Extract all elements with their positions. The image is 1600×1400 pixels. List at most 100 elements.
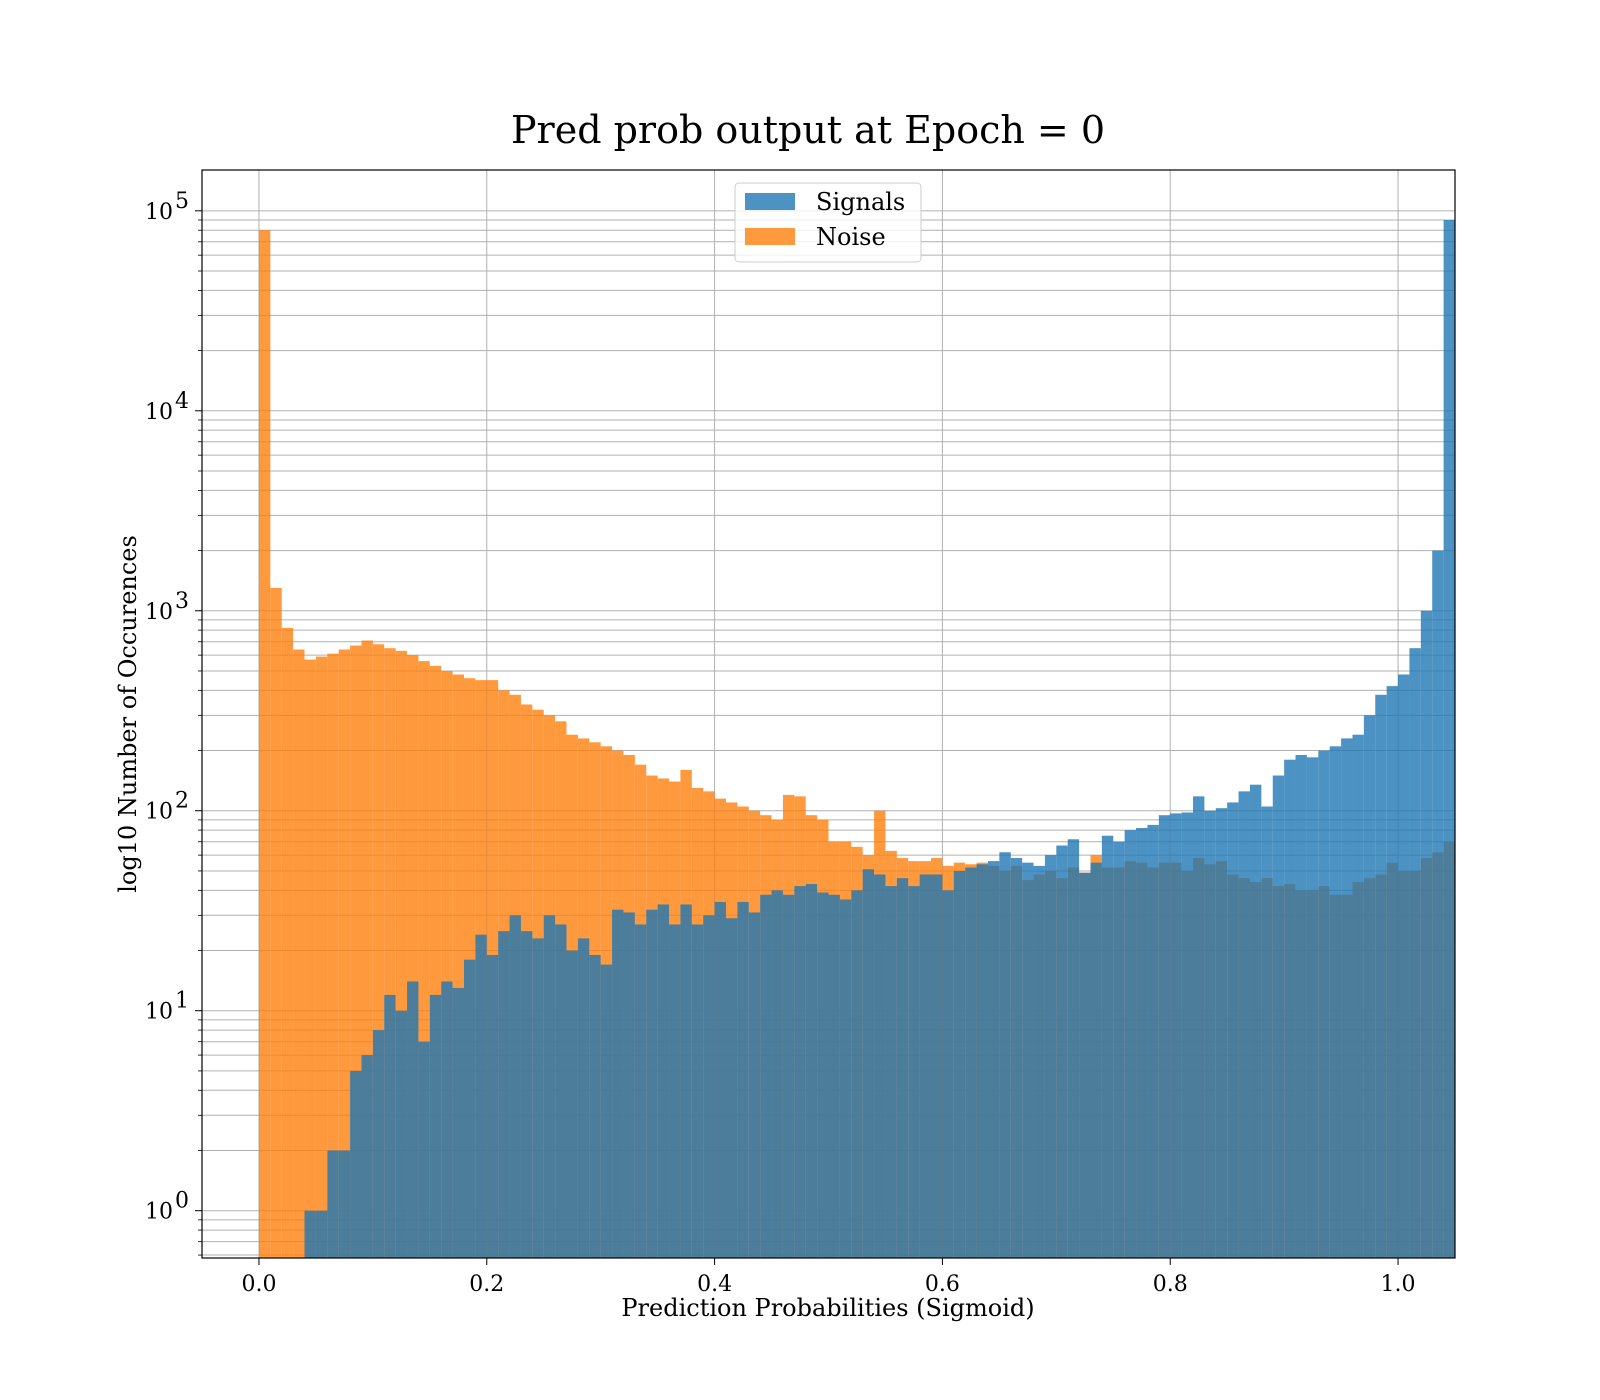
signals-bar <box>931 874 943 1258</box>
noise-bar <box>418 661 430 1258</box>
y-tick-exponent: 2 <box>175 789 189 814</box>
signals-bar <box>498 931 510 1258</box>
signals-bar <box>691 924 704 1258</box>
legend-label-noise: Noise <box>816 223 886 251</box>
x-tick-label: 0.2 <box>469 1272 504 1297</box>
signals-bar <box>304 1210 316 1258</box>
signals-bar <box>1409 648 1421 1258</box>
signals-bar <box>999 852 1011 1258</box>
signals-bar <box>486 954 499 1258</box>
signals-bar <box>737 901 749 1258</box>
y-tick-exponent: 3 <box>175 589 189 614</box>
signals-bar <box>1124 830 1137 1258</box>
signals-bar <box>1158 815 1171 1258</box>
legend: Signals Noise <box>734 182 922 263</box>
noise-bar <box>327 653 339 1258</box>
signals-bar <box>976 864 988 1258</box>
signals-bar <box>862 869 875 1258</box>
signals-bar <box>794 886 806 1258</box>
noise-bar <box>361 640 373 1258</box>
signals-bar <box>577 938 590 1258</box>
signals-bar <box>1090 862 1102 1258</box>
noise-bar <box>258 230 271 1258</box>
y-tick-exponent: 5 <box>175 189 189 214</box>
signals-bar <box>623 912 635 1258</box>
signals-bar <box>1204 810 1216 1258</box>
signals-bar <box>1101 835 1114 1258</box>
signals-bar <box>1056 845 1068 1258</box>
signals-bar <box>532 938 544 1258</box>
signals-bar <box>1420 610 1433 1258</box>
signals-bar <box>1375 694 1387 1258</box>
signals-bar <box>1010 858 1023 1258</box>
signals-bar <box>851 890 863 1258</box>
signals-bar <box>1067 839 1080 1258</box>
legend-label-signals: Signals <box>816 188 905 216</box>
signals-bar <box>1398 674 1410 1258</box>
x-tick-label: 1.0 <box>1381 1272 1416 1297</box>
y-tick-exponent: 4 <box>175 389 189 414</box>
signals-bar <box>555 924 567 1258</box>
noise-bar <box>350 645 362 1258</box>
signals-bar <box>771 890 783 1258</box>
signals-bar <box>612 909 624 1258</box>
signals-bar <box>1261 806 1273 1258</box>
signals-bar <box>407 981 419 1258</box>
noise-bar <box>407 655 419 1258</box>
signals-bar <box>908 886 920 1258</box>
signals-bar <box>1193 796 1205 1258</box>
signals-bar <box>646 909 658 1258</box>
noise-bar <box>384 648 396 1258</box>
legend-swatch-signals <box>745 193 795 210</box>
signals-bar <box>372 1030 385 1258</box>
signals-bar <box>1181 812 1194 1258</box>
signals-bar <box>1272 775 1285 1258</box>
signals-bar <box>463 959 476 1258</box>
signals-bar <box>817 892 829 1258</box>
noise-bar <box>372 644 385 1258</box>
signals-bar <box>1318 750 1330 1258</box>
signals-bar <box>452 987 464 1258</box>
signals-bar <box>1227 802 1239 1258</box>
signals-bar <box>1306 757 1319 1258</box>
signals-bar <box>1238 791 1250 1258</box>
signals-bar <box>965 867 977 1258</box>
signals-bar <box>315 1210 328 1258</box>
signals-bar <box>987 861 1000 1258</box>
signals-bar <box>566 950 578 1258</box>
y-tick-exponent: 1 <box>175 989 189 1014</box>
x-tick-label: 0.0 <box>241 1272 276 1297</box>
signals-bar <box>475 934 487 1258</box>
signals-bar <box>748 912 761 1258</box>
signals-bar <box>395 1010 408 1258</box>
y-axis-label: log10 Number of Occurences <box>114 535 142 893</box>
signals-bar <box>919 874 932 1258</box>
noise-bar <box>281 628 294 1258</box>
signals-bar <box>839 899 852 1258</box>
signals-bar <box>1170 813 1182 1258</box>
signals-bar <box>1044 855 1057 1258</box>
noise-bar <box>441 670 453 1258</box>
signals-bar <box>725 918 738 1258</box>
signals-bar <box>874 874 886 1258</box>
noise-bar <box>315 656 328 1258</box>
signals-bar <box>361 1055 373 1258</box>
signals-bar <box>429 994 442 1258</box>
signals-bar <box>1443 219 1455 1259</box>
x-tick-label: 0.8 <box>1153 1272 1188 1297</box>
signals-bar <box>1432 550 1444 1258</box>
x-axis-label: Prediction Probabilities (Sigmoid) <box>621 1294 1034 1322</box>
signals-bar <box>589 954 601 1258</box>
signals-bar <box>1022 862 1034 1258</box>
plot-frame <box>201 169 1456 1259</box>
y-tick-exponent: 0 <box>175 1189 189 1214</box>
signals-bar <box>828 894 840 1258</box>
signals-bar <box>384 994 396 1258</box>
x-tick-label: 0.6 <box>925 1272 960 1297</box>
noise-bar <box>395 650 408 1258</box>
signals-bar <box>1215 808 1228 1258</box>
signals-bar <box>942 890 954 1258</box>
signals-bar <box>327 1150 339 1258</box>
signals-series <box>304 219 1455 1259</box>
signals-bar <box>520 931 533 1258</box>
